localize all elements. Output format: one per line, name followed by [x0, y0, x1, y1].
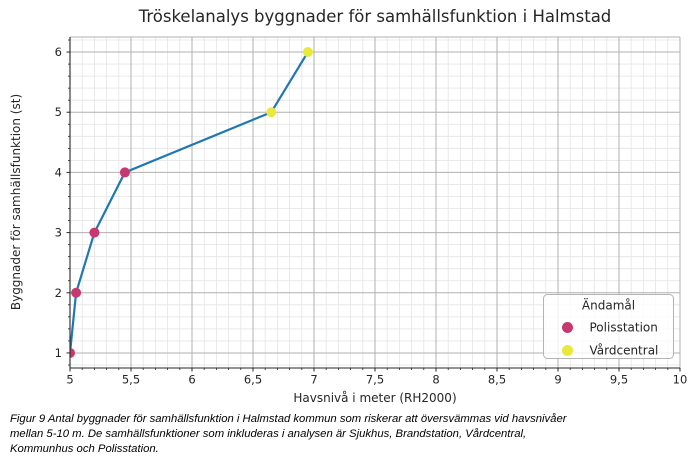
legend-box [543, 294, 674, 359]
data-point-polisstation [71, 287, 82, 298]
x-axis-label: Havsnivå i meter (RH2000) [293, 391, 456, 405]
legend: Ändamål Polisstation Vårdcentral [543, 294, 674, 359]
legend-marker-polisstation [562, 322, 573, 333]
x-tick-label: 7,5 [366, 373, 384, 387]
x-tick-label: 7 [310, 373, 317, 387]
y-axis-label: Byggnader för samhällsfunktion (st) [9, 94, 23, 310]
x-tick-label: 8,5 [488, 373, 506, 387]
figure-caption-line: mellan 5-10 m. De samhällsfunktioner som… [10, 428, 527, 440]
data-point-vårdcentral [302, 47, 313, 58]
x-tick-label: 9 [554, 373, 561, 387]
threshold-line-chart: 5 5,5 6 6,5 7 7,5 8 8,5 9 9,5 10 1 2 3 4 5 6 Tröskelanal… [9, 7, 688, 405]
x-tick-label: 9,5 [610, 373, 628, 387]
chart-title: Tröskelanalys byggnader för samhällsfunk… [138, 7, 612, 26]
data-point-polisstation [119, 167, 130, 178]
threshold-line [70, 51, 309, 354]
y-tick-label: 4 [55, 165, 62, 179]
y-tick-label: 3 [55, 226, 62, 240]
legend-label: Vårdcentral [590, 344, 659, 358]
x-tick-label: 10 [673, 373, 688, 387]
data-point-vårdcentral [266, 107, 277, 118]
data-series [70, 47, 313, 358]
x-tick-label: 5 [66, 373, 73, 387]
y-tick-label: 5 [55, 105, 62, 119]
tick-labels: 5 5,5 6 6,5 7 7,5 8 8,5 9 9,5 10 1 2 3 4 5 6 [55, 45, 688, 386]
legend-marker-vårdcentral [562, 345, 573, 356]
figure-caption-line: Figur 9 Antal byggnader för samhällsfunk… [10, 413, 567, 425]
figure-caption: Figur 9 Antal byggnader för samhällsfunk… [10, 412, 650, 457]
y-tick-label: 6 [55, 45, 62, 59]
y-tick-label: 2 [55, 286, 62, 300]
x-tick-label: 5,5 [122, 373, 140, 387]
data-point-polisstation [70, 347, 75, 358]
axis-ticks [66, 39, 681, 372]
y-tick-label: 1 [55, 346, 62, 360]
x-tick-label: 6 [188, 373, 195, 387]
x-tick-label: 8 [432, 373, 439, 387]
legend-label: Polisstation [590, 321, 658, 335]
x-tick-label: 6,5 [244, 373, 262, 387]
data-point-polisstation [89, 227, 100, 238]
figure-caption-line: Kommunhus och Polisstation. [10, 443, 159, 455]
legend-title: Ändamål [582, 298, 635, 313]
